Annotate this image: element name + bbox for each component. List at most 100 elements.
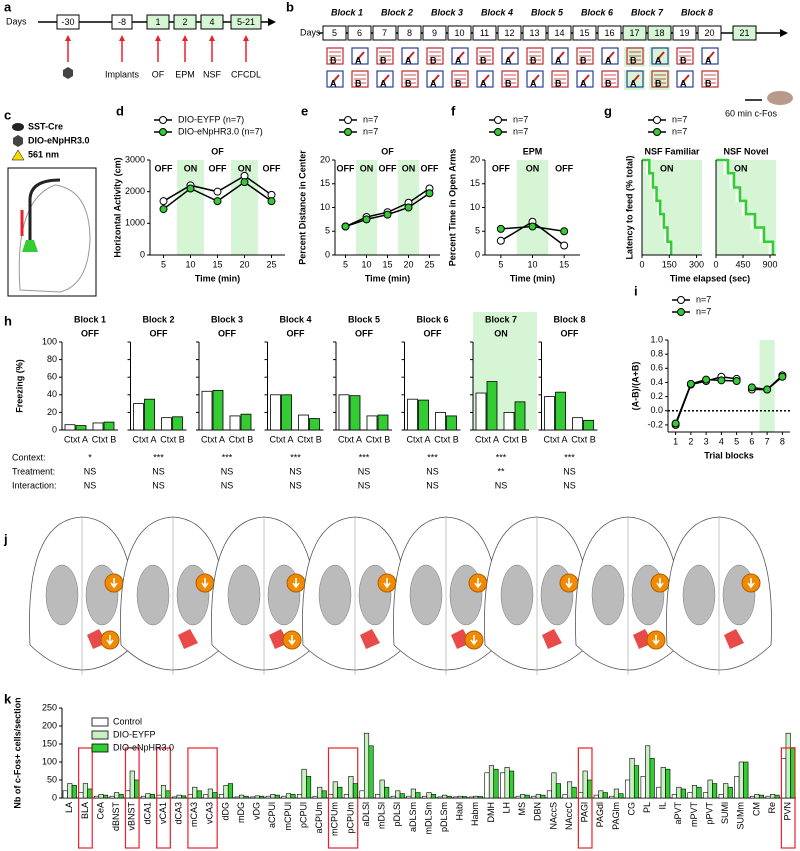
stat-value: NS [563, 480, 576, 490]
period-label: OFF [555, 163, 573, 173]
context-icon [476, 70, 494, 88]
y-tick-label: 0 [52, 792, 57, 802]
bar [718, 794, 724, 799]
bar [696, 786, 702, 799]
icon-tube [706, 51, 715, 61]
stat-row-label: Interaction: [12, 480, 57, 490]
period-label: OFF [155, 163, 173, 173]
down-arrow [474, 578, 482, 589]
context-icon [701, 70, 719, 88]
icon-tube [581, 74, 590, 84]
stat-value: NS [563, 466, 576, 476]
bar [430, 794, 437, 799]
light-cone [22, 240, 38, 252]
y-tick-label: 0.4 [650, 377, 663, 387]
arrowhead [182, 35, 188, 41]
arrowhead [119, 35, 125, 41]
period-label: OFF [421, 163, 439, 173]
y-tick-label: 0 [325, 249, 330, 259]
context-icon [451, 70, 469, 88]
context-letter: A [530, 78, 537, 88]
bar [172, 796, 178, 799]
bar [187, 794, 193, 799]
day-label: 5 [332, 28, 337, 38]
day-box [522, 25, 547, 41]
bar [629, 758, 635, 799]
atlas-highlight [542, 629, 562, 649]
x-tick-label: Ctxt B [92, 434, 117, 444]
data-point [717, 376, 726, 385]
icon-tube [531, 74, 540, 84]
bar [749, 795, 756, 799]
bar [649, 758, 655, 799]
panel-label: k [4, 691, 12, 706]
bar [234, 796, 240, 799]
bar [484, 772, 490, 799]
block-title: Block 3 [211, 314, 243, 324]
context-icon [576, 47, 594, 65]
chart-title: OF [211, 146, 224, 156]
bar [656, 786, 662, 799]
x-tick-label: Habm [470, 802, 480, 826]
x-tick-label: Ctxt A [475, 434, 499, 444]
block-label: Block 4 [481, 7, 513, 17]
bar [181, 795, 187, 799]
y-tick-label: 250 [42, 702, 57, 712]
data-point [159, 205, 168, 214]
legend-marker [344, 116, 352, 124]
x-tick-label: Ctxt A [64, 434, 88, 444]
bar [165, 790, 171, 799]
x-tick-label: NAccS [548, 802, 558, 830]
context-icon [676, 47, 694, 65]
x-tick-label: aCPUl [267, 802, 277, 828]
y-tick-label: 15 [320, 178, 330, 188]
stat-value: *** [222, 452, 233, 462]
bar [707, 779, 713, 799]
context-letter: A [630, 78, 637, 88]
legend-marker [494, 116, 502, 124]
bar [149, 794, 155, 799]
bar [227, 783, 234, 799]
day-label: 5-21 [237, 17, 255, 27]
legend-label: DIO-EYFP [113, 729, 156, 739]
bar [212, 389, 224, 431]
y-tick-label: 0 [140, 249, 145, 259]
x-tick-label: 20 [403, 259, 413, 269]
bar [503, 411, 515, 431]
bar [160, 785, 167, 799]
context-letter: B [705, 78, 712, 88]
atlas-highlight [178, 629, 198, 649]
y-axis-label: Freezing (%) [14, 359, 24, 413]
period-label: ON [184, 163, 198, 173]
event-label: OF [152, 69, 165, 79]
context-letter: B [380, 55, 387, 65]
bar [406, 795, 412, 799]
context-letter: A [580, 78, 587, 88]
bar [578, 792, 584, 799]
day-box [447, 25, 472, 41]
y-tick-label: 50 [47, 774, 57, 784]
x-tick-label: vCA1 [158, 802, 168, 824]
x-tick-label: DBN [533, 802, 543, 821]
mouse-icon [767, 91, 793, 105]
bar [103, 421, 115, 431]
bar [98, 794, 104, 799]
down-arrow [565, 578, 573, 589]
icon-tube [356, 51, 365, 61]
context-letter: B [430, 55, 437, 65]
bar [133, 403, 144, 431]
x-tick-label: 3 [704, 436, 709, 446]
panel-label: f [451, 103, 456, 118]
data-point [560, 227, 569, 236]
context-icon [651, 47, 669, 65]
data-point [671, 419, 680, 428]
arrowhead [65, 35, 71, 41]
context-icon [376, 70, 394, 88]
day-box [622, 25, 647, 41]
bar [671, 794, 677, 799]
virus-icon [13, 135, 23, 147]
day-label: 17 [629, 28, 639, 38]
bar [437, 796, 443, 799]
bar [259, 795, 265, 799]
context-icon [351, 70, 369, 88]
